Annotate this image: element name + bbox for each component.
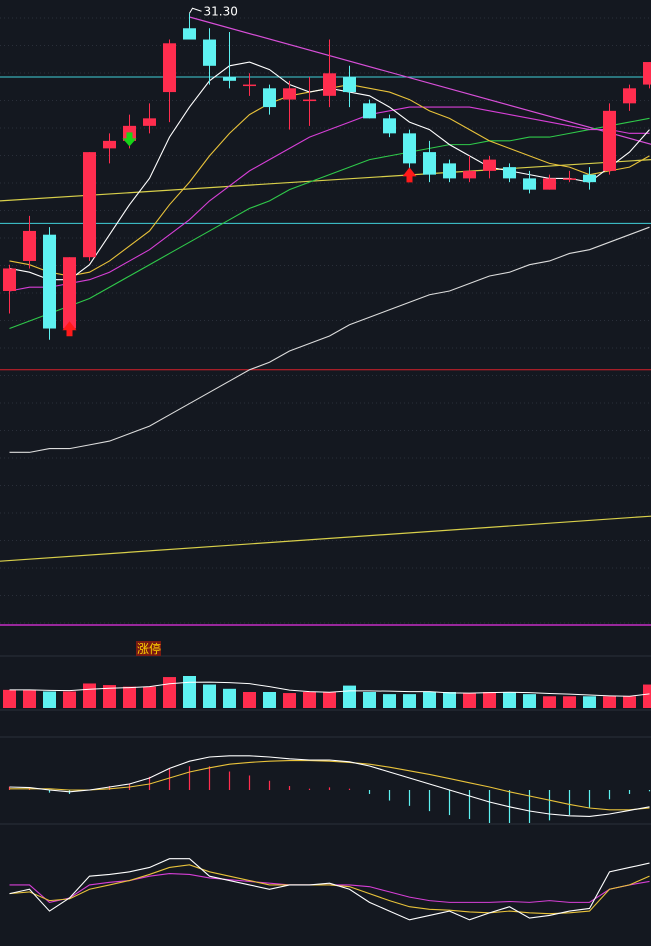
candlesticks — [3, 13, 651, 340]
candle-up — [3, 268, 16, 291]
limit-up-badge-bg — [136, 641, 161, 656]
volume-bar — [243, 692, 256, 708]
volume-bar — [223, 688, 236, 708]
candle-up — [283, 88, 296, 100]
volume-bar — [523, 694, 536, 708]
signal-arrows — [62, 132, 417, 337]
candle-up — [543, 178, 556, 190]
horizontal-levels — [0, 76, 651, 371]
buy-arrow-icon — [62, 321, 77, 337]
kdj-d-line — [9, 864, 650, 915]
candle-down — [423, 152, 436, 175]
volume-bar — [303, 692, 316, 708]
candle-down — [503, 167, 516, 179]
candle-down — [363, 103, 376, 119]
candle-down — [183, 28, 196, 40]
volume-bar — [103, 685, 116, 708]
macd-dea-line — [9, 760, 650, 811]
volume-bar — [563, 696, 576, 708]
candle-down — [343, 77, 356, 93]
volume-bar — [423, 692, 436, 708]
trendlines — [0, 16, 651, 562]
ma30-line — [9, 117, 650, 330]
volume-bar — [503, 692, 516, 708]
volume-bar — [363, 692, 376, 708]
ma-long-line — [9, 226, 650, 453]
volume-bar — [403, 694, 416, 708]
volume-bar — [283, 693, 296, 708]
volume-bar — [163, 677, 176, 708]
candle-up — [603, 110, 616, 171]
candle-up — [463, 170, 476, 179]
macd-panel — [8, 755, 651, 823]
moving-averages — [9, 61, 650, 453]
candle-down — [403, 133, 416, 164]
candle-up — [483, 159, 496, 171]
lower-yellow-trendline — [0, 515, 651, 562]
candle-down — [383, 118, 396, 134]
volume-bar — [43, 691, 56, 708]
volume-bar — [123, 686, 136, 708]
candle-down — [263, 88, 276, 108]
candle-up — [143, 118, 156, 126]
yellow-trendline — [0, 159, 651, 202]
volume-bar — [83, 683, 96, 708]
volume-bar — [63, 691, 76, 708]
volume-bar — [623, 696, 636, 708]
kdj-k-line — [9, 858, 650, 921]
sell-arrow-icon — [122, 132, 137, 147]
macd-dif-line — [9, 755, 650, 817]
candle-up — [83, 152, 96, 258]
candle-down — [203, 39, 216, 66]
candle-down — [43, 234, 56, 329]
candle-up — [23, 230, 36, 261]
volume-bar — [483, 692, 496, 708]
candle-up — [243, 84, 256, 87]
volume-bar — [323, 692, 336, 708]
volume-bar — [343, 685, 356, 708]
volume-panel — [3, 676, 651, 708]
volume-bar — [583, 696, 596, 708]
kdj-panel — [9, 858, 650, 921]
candle-up — [63, 257, 76, 329]
volume-bar — [603, 696, 616, 708]
volume-bar — [383, 694, 396, 708]
high-price-marker — [189, 7, 202, 14]
candle-up — [303, 99, 316, 102]
candle-up — [643, 62, 651, 85]
candle-up — [623, 88, 636, 104]
pink-trendline — [189, 16, 651, 145]
candle-up — [323, 73, 336, 96]
volume-ma-line — [9, 681, 650, 697]
volume-bar — [643, 684, 651, 708]
volume-bar — [183, 676, 196, 708]
candle-down — [583, 174, 596, 183]
chart-labels: 31.30 涨停 — [136, 4, 238, 656]
volume-bar — [3, 689, 16, 708]
candle-down — [223, 77, 236, 81]
volume-bar — [463, 693, 476, 708]
volume-bar — [443, 692, 456, 708]
limit-up-badge: 涨停 — [137, 641, 161, 656]
volume-bar — [23, 689, 36, 708]
candle-up — [103, 140, 116, 149]
volume-bar — [263, 692, 276, 708]
kdj-j-line — [9, 873, 650, 903]
candle-up — [563, 178, 576, 180]
ma20-line — [9, 106, 650, 292]
buy-arrow-icon — [402, 167, 417, 183]
candle-up — [163, 43, 176, 93]
volume-bar — [543, 696, 556, 708]
grid-lines — [0, 17, 651, 825]
candle-down — [523, 178, 536, 190]
volume-bar — [143, 686, 156, 708]
volume-bar — [203, 684, 216, 708]
high-price-label: 31.30 — [204, 4, 238, 18]
candle-down — [443, 163, 456, 179]
